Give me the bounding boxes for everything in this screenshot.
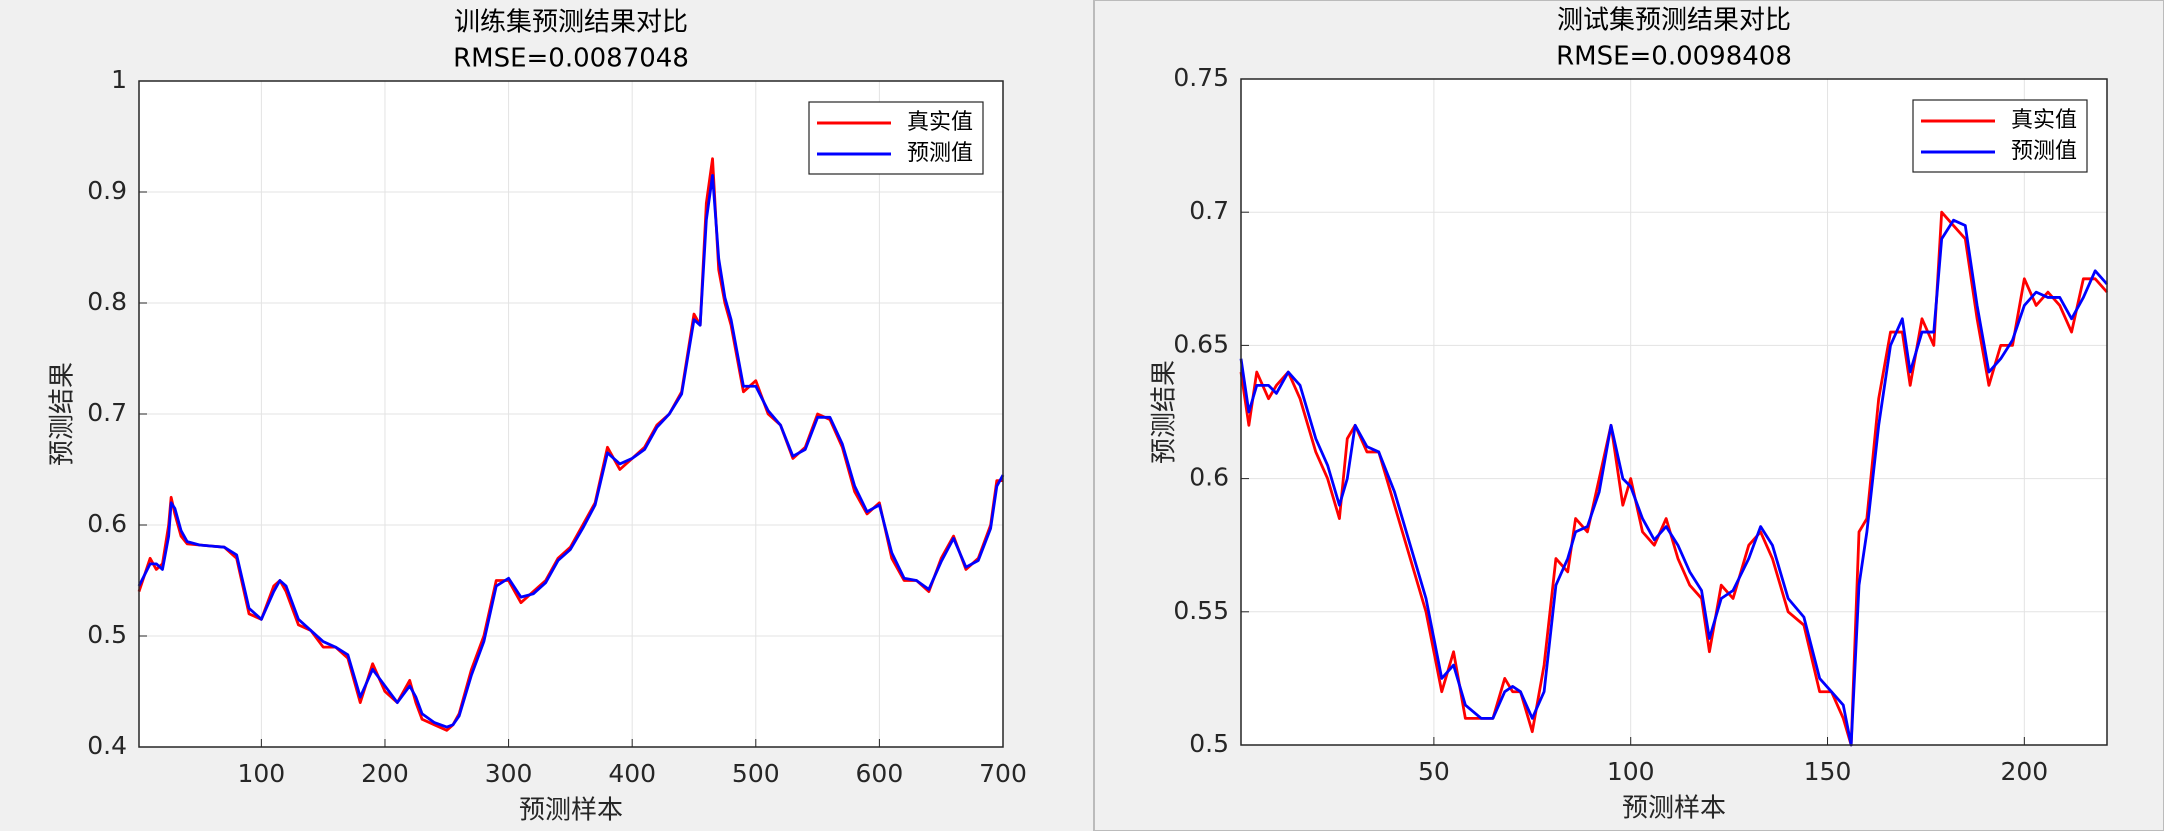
- chart-title: 测试集预测结果对比: [1557, 6, 1791, 36]
- x-tick-label: 400: [608, 759, 656, 788]
- legend-box: [1912, 99, 2088, 173]
- x-tick-label: 200: [361, 759, 409, 788]
- x-tick-label: 200: [2000, 757, 2048, 786]
- legend-label: 预测值: [2011, 139, 2077, 164]
- y-tick-label: 0.7: [1189, 196, 1229, 225]
- y-tick-label: 0.5: [1189, 729, 1229, 758]
- legend-label: 真实值: [907, 110, 973, 135]
- y-tick-label: 0.8: [87, 287, 127, 316]
- x-tick-label: 50: [1418, 757, 1450, 786]
- y-tick-label: 0.6: [87, 509, 127, 538]
- chart: 测试集预测结果对比 RMSE=0.0098408 预测样本 预测结果 50 100 150 2…: [1150, 6, 2109, 824]
- series-line: [1239, 218, 2109, 747]
- axes-frame: [1240, 78, 2108, 746]
- x-tick-label: 600: [856, 759, 904, 788]
- y-tick-label: 0.5: [87, 620, 127, 649]
- y-tick-label: 0.55: [1173, 596, 1229, 625]
- plot-area: [1241, 79, 2107, 745]
- legend-box: [808, 101, 984, 175]
- axes-frame: [138, 80, 1004, 748]
- legend-label: 真实值: [2011, 108, 2077, 133]
- y-axis-label: 预测结果: [1150, 360, 1180, 464]
- y-tick-label: 0.75: [1173, 63, 1229, 92]
- chart-title: 训练集预测结果对比: [454, 8, 688, 38]
- y-tick-label: 0.9: [87, 176, 127, 205]
- x-tick-label: 500: [732, 759, 780, 788]
- y-tick-label: 0.65: [1173, 329, 1229, 358]
- y-tick-label: 0.7: [87, 398, 127, 427]
- series-line: [137, 173, 1005, 729]
- legend-label: 预测值: [907, 141, 973, 166]
- series-line: [1239, 210, 2109, 747]
- x-axis-label: 预测样本: [1622, 794, 1726, 824]
- y-tick-label: 0.4: [87, 731, 127, 760]
- x-tick-label: 700: [979, 759, 1027, 788]
- y-tick-label: 0.6: [1189, 463, 1229, 492]
- chart-subtitle: RMSE=0.0087048: [453, 44, 689, 74]
- y-axis-label: 预测结果: [48, 362, 78, 466]
- x-tick-label: 100: [238, 759, 286, 788]
- chart: 训练集预测结果对比 RMSE=0.0087048 预测样本 预测结果 100 200 300…: [48, 8, 1027, 826]
- x-axis-label: 预测样本: [519, 796, 623, 826]
- chart-subtitle: RMSE=0.0098408: [1556, 42, 1792, 72]
- x-tick-label: 300: [485, 759, 533, 788]
- x-tick-label: 100: [1607, 757, 1655, 786]
- y-tick-label: 1: [111, 65, 127, 94]
- x-tick-label: 150: [1804, 757, 1852, 786]
